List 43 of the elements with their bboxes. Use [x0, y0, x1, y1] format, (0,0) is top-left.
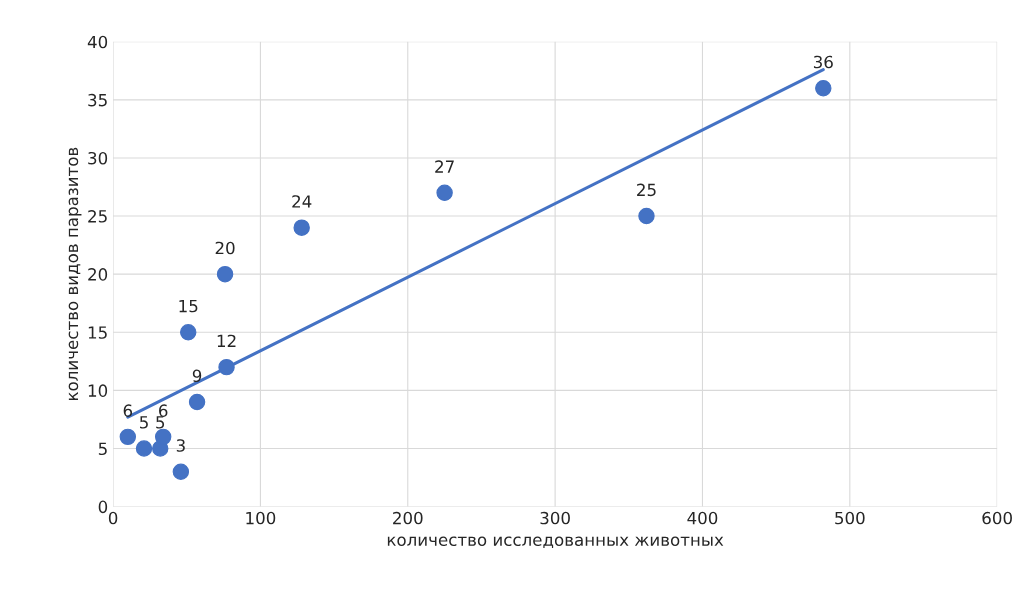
point	[180, 324, 197, 341]
x-tick-label: 100	[246, 511, 276, 525]
y-tick-label: 5	[98, 442, 107, 456]
point	[293, 219, 310, 236]
point	[436, 184, 453, 202]
point	[119, 428, 137, 446]
y-tick-label: 20	[88, 268, 108, 281]
data-label: 20	[215, 241, 235, 255]
y-tick-label: 35	[88, 93, 107, 107]
data-label: 12	[217, 334, 236, 347]
y-tick-label: 30	[88, 151, 108, 165]
data-label: 5	[156, 416, 165, 429]
data-label: 6	[123, 404, 133, 417]
y-tick-label: 25	[88, 210, 107, 223]
data-label: 3	[176, 439, 185, 452]
point	[188, 393, 206, 411]
y-tick-label: 40	[87, 35, 108, 49]
point	[135, 440, 153, 457]
x-tick-label: 300	[540, 511, 570, 525]
data-label: 5	[140, 416, 148, 429]
x-tick-label: 0	[108, 511, 118, 525]
x-tick-label: 600	[982, 511, 1012, 525]
data-label: 24	[292, 195, 312, 208]
data-label: 27	[435, 160, 454, 173]
y-tick-label: 10	[88, 384, 108, 397]
x-axis-title: количество исследованных животных	[387, 536, 724, 549]
point	[172, 463, 190, 480]
point	[815, 79, 832, 97]
data-label: 25	[637, 183, 656, 197]
data-label: 9	[192, 369, 202, 383]
point	[638, 207, 655, 225]
data-label: 15	[179, 299, 198, 313]
data-label: 36	[813, 55, 833, 69]
data-label: 6	[159, 404, 168, 417]
y-tick-label: 15	[88, 326, 107, 339]
x-tick-label: 200	[393, 511, 423, 525]
y-axis-title: количество видов паразитов	[68, 147, 82, 401]
point	[154, 428, 172, 446]
x-tick-label: 400	[687, 511, 718, 525]
x-tick-label: 500	[835, 511, 865, 525]
y-tick-label: 0	[98, 500, 108, 514]
point	[218, 358, 235, 376]
point	[216, 265, 234, 283]
